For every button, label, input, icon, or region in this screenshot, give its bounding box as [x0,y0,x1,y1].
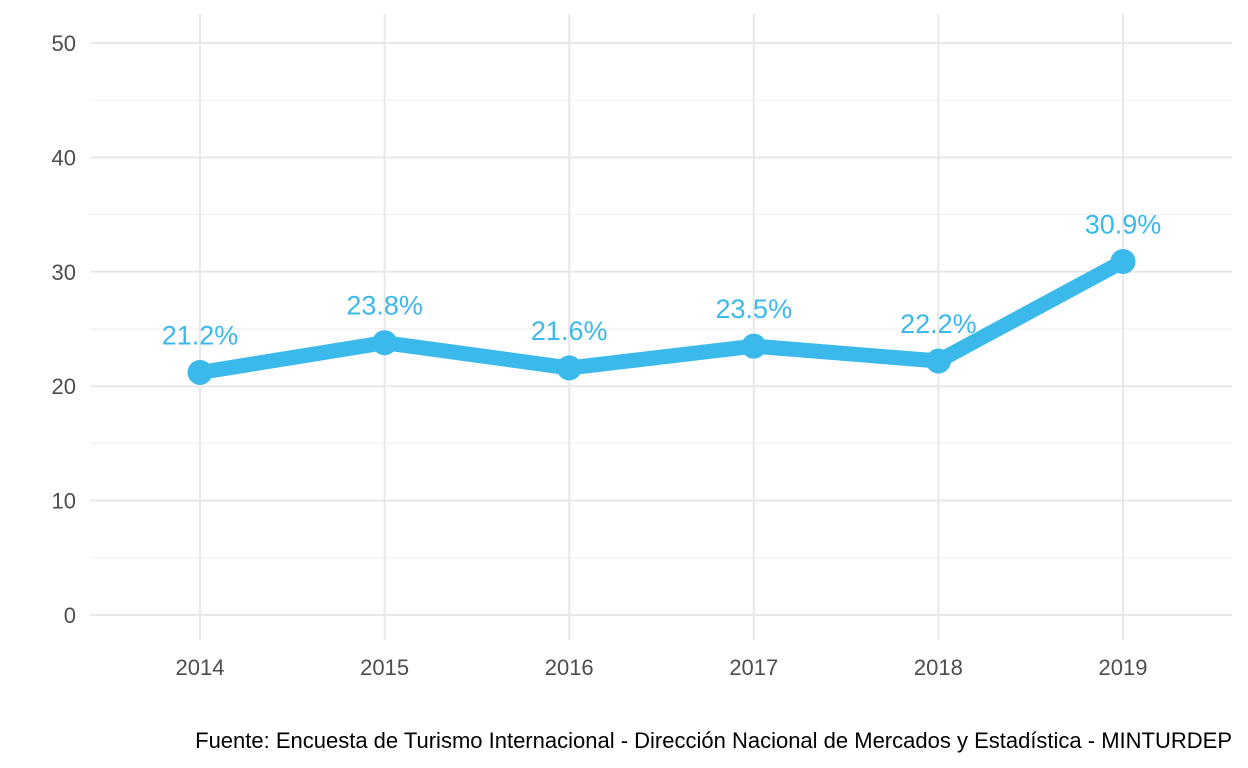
data-label: 30.9% [1085,210,1162,240]
x-tick-label: 2015 [360,655,409,680]
data-labels: 21.2% 23.8% 21.6% 23.5% 22.2% 30.9% [162,210,1162,351]
series-line-group [187,249,1136,385]
data-point [1110,249,1136,275]
x-tick-label: 2014 [176,655,225,680]
y-axis-tick-labels: 0 10 20 30 40 50 [52,31,76,628]
data-point [187,359,213,385]
data-point [372,330,398,356]
y-tick-label: 40 [52,145,76,170]
y-tick-label: 50 [52,31,76,56]
data-point [741,333,767,359]
x-axis-tick-labels: 2014 2015 2016 2017 2018 2019 [176,655,1148,680]
data-label: 23.5% [716,294,793,324]
y-tick-label: 10 [52,489,76,514]
data-point [556,355,582,381]
source-caption: Fuente: Encuesta de Turismo Internaciona… [195,728,1232,753]
x-tick-label: 2017 [729,655,778,680]
data-label: 21.2% [162,320,239,350]
x-tick-label: 2016 [545,655,594,680]
data-point [925,348,951,374]
y-tick-label: 20 [52,374,76,399]
y-tick-label: 30 [52,260,76,285]
series-line [192,254,1131,380]
data-label: 22.2% [900,309,977,339]
x-tick-label: 2018 [914,655,963,680]
grid [90,14,1232,640]
data-label: 23.8% [346,291,423,321]
data-label: 21.6% [531,316,608,346]
y-tick-label: 0 [64,603,76,628]
x-tick-label: 2019 [1099,655,1148,680]
